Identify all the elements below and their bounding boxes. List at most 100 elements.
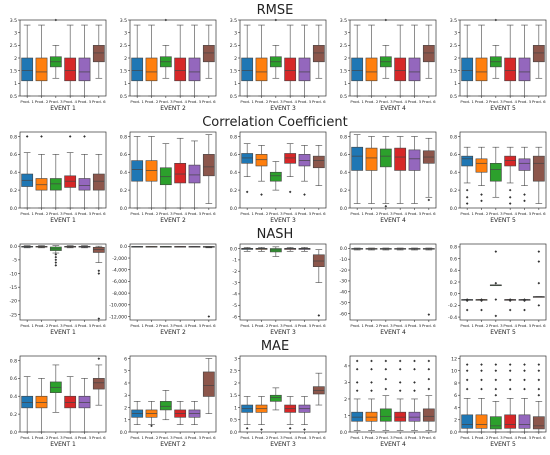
x-tick-label: Prod. 4 <box>283 99 297 104</box>
box-2 <box>255 145 268 196</box>
x-tick-label: Prod. 3 <box>269 99 283 104</box>
box-body <box>92 246 105 253</box>
box-body <box>174 162 187 184</box>
x-tick-label: Prod. 5 <box>518 323 532 328</box>
flier <box>537 393 541 397</box>
flier <box>537 304 541 307</box>
flier <box>150 424 153 428</box>
box-6 <box>92 357 105 406</box>
box-body <box>475 57 488 82</box>
y-tick-label: 5 <box>124 369 127 375</box>
x-tick-label: Prod. 5 <box>408 211 422 216</box>
y-tick-label: 0.0 <box>230 430 237 436</box>
flier <box>480 363 483 366</box>
axes-frame <box>349 131 437 209</box>
event-label: EVENT 2 <box>160 217 186 224</box>
box-3 <box>49 364 62 413</box>
x-tick-label: Prod. 6 <box>532 323 546 328</box>
box-3 <box>159 246 172 248</box>
flier <box>465 387 469 391</box>
box-body <box>365 147 378 171</box>
event-label: EVENT 4 <box>380 217 406 224</box>
box-6 <box>92 154 105 209</box>
box-1 <box>351 134 364 204</box>
panel-3-2: 0.0 -2,000 -4,000 -6,000 -8,000 -10,000 -12,00… <box>109 243 217 336</box>
flier <box>480 199 483 203</box>
x-tick-label: Prod. 6 <box>312 323 326 328</box>
flier <box>494 378 498 382</box>
x-tick-label: Prod. 3 <box>489 99 503 104</box>
x-tick-label: Prod. 2 <box>35 435 49 440</box>
event-label: EVENT 3 <box>270 217 296 224</box>
box-4 <box>284 396 297 430</box>
box-2 <box>475 146 488 203</box>
axes-frame <box>19 131 107 209</box>
x-tick-label: Prod. 3 <box>489 211 503 216</box>
y-tick-label: -10 <box>339 257 347 263</box>
y-tick-label: 0.0 <box>450 291 457 297</box>
y-tick-label: 0.2 <box>230 188 237 194</box>
box-body <box>379 408 392 422</box>
x-tick-label: Prod. 5 <box>188 211 202 216</box>
box-body <box>408 411 421 422</box>
axes-frame <box>129 243 217 321</box>
flier <box>494 18 498 22</box>
flier <box>97 272 101 275</box>
y-tick-label: -2 <box>232 269 237 275</box>
flier <box>480 378 483 382</box>
box-5 <box>298 396 311 431</box>
y-tick-label: 0.0 <box>340 430 347 436</box>
y-tick-label: 0.0 <box>230 206 237 212</box>
box-5 <box>298 247 311 252</box>
y-tick-label: 12 <box>451 356 457 362</box>
x-tick-label: Prod. 2 <box>145 435 159 440</box>
flier <box>523 199 526 203</box>
y-tick-label: 3 <box>234 30 237 36</box>
box-4 <box>394 24 407 97</box>
y-tick-label: 3.5 <box>450 18 457 24</box>
event-label: EVENT 2 <box>160 105 186 112</box>
y-tick-label: -20 <box>339 268 347 274</box>
x-tick-label: Prod. 3 <box>49 99 63 104</box>
y-tick-label: 0.4 <box>10 394 17 400</box>
flier <box>508 195 512 199</box>
event-label: EVENT 3 <box>270 329 296 336</box>
box-1 <box>241 396 254 430</box>
x-tick-label: Prod. 2 <box>365 323 379 328</box>
y-tick-label: -0.2 <box>448 303 457 309</box>
y-tick-label: 2 <box>234 381 237 387</box>
y-tick-label: 0.2 <box>450 280 457 286</box>
flier <box>465 188 469 192</box>
box-body <box>131 57 144 82</box>
box-6 <box>202 24 215 79</box>
x-tick-label: Prod. 3 <box>379 99 393 104</box>
flier <box>260 428 263 431</box>
axes-frame <box>129 131 217 209</box>
flier <box>97 269 101 273</box>
flier <box>245 427 249 430</box>
flier <box>164 18 168 22</box>
flier <box>465 299 469 303</box>
box-1 <box>21 376 34 433</box>
box-body <box>351 57 364 82</box>
box-3 <box>49 245 62 267</box>
x-tick-label: Prod. 4 <box>63 99 77 104</box>
y-tick-label: 0.4 <box>450 170 457 176</box>
axes-frame <box>459 19 547 97</box>
y-tick-label: -0.4 <box>448 315 457 321</box>
box-4 <box>394 247 407 251</box>
x-tick-label: Prod. 1 <box>350 99 364 104</box>
box-4 <box>64 24 77 97</box>
box-body <box>489 162 502 182</box>
x-tick-label: Prod. 4 <box>63 323 77 328</box>
box-4 <box>174 137 187 209</box>
y-tick-label: 0.0 <box>120 244 127 250</box>
box-2 <box>145 136 158 209</box>
x-tick-label: Prod. 3 <box>159 323 173 328</box>
box-body <box>461 155 474 167</box>
